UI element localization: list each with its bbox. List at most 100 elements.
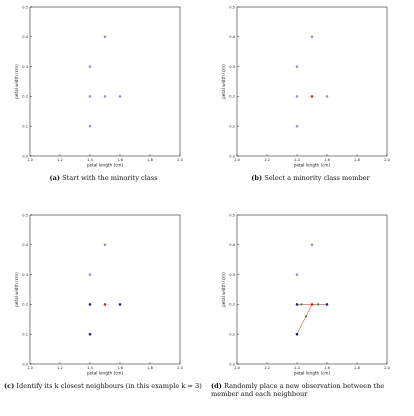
plot-frame: [236, 6, 388, 157]
neighbour-point: [88, 303, 92, 306]
x-tick-label: 1.2: [57, 158, 63, 162]
x-tick-label: 1.8: [147, 366, 153, 370]
y-tick-label: 0.1: [229, 333, 235, 337]
x-tick-label: 2.0: [384, 158, 390, 162]
x-tick-label: 1.8: [354, 158, 360, 162]
minority-point: [118, 95, 122, 98]
y-tick-label: 0.1: [22, 125, 28, 129]
y-tick-label: 0.5: [22, 213, 28, 217]
y-tick-label: 0.0: [22, 362, 28, 366]
y-tick-label: 0.5: [22, 5, 28, 9]
synthetic-point: [316, 303, 320, 306]
x-tick-label: 2.0: [177, 366, 183, 370]
x-tick-label: 1.4: [87, 158, 93, 162]
caption-text: Randomly place a new observation between…: [211, 382, 385, 399]
x-tick-label: 1.6: [117, 158, 123, 162]
x-tick-label: 1.0: [27, 366, 33, 370]
caption-d: (d) Randomly place a new observation bet…: [211, 382, 410, 399]
link-line: [296, 304, 313, 335]
y-tick-label: 0.1: [22, 333, 28, 337]
caption-text: Identify its k closest neighbours (in th…: [16, 382, 202, 390]
minority-point: [295, 124, 299, 128]
y-tick-label: 0.1: [229, 125, 235, 129]
y-axis-label: petal width (cm): [14, 272, 19, 307]
caption-c: (c) Identify its k closest neighbours (i…: [4, 382, 203, 390]
caption-text: Start with the minority class: [62, 174, 158, 182]
panel-d: 1.0 1.2 1.4 1.6 1.8 2.0 0.0 0.1 0.2 0.3 0.4 0.5 peta…: [207, 208, 414, 416]
minority-point: [103, 243, 107, 247]
x-tick-label: 1.2: [264, 366, 270, 370]
minority-point: [88, 273, 92, 276]
x-tick-label: 1.4: [294, 158, 300, 162]
y-axis-label: petal width (cm): [221, 272, 226, 307]
x-tick-label: 1.8: [147, 158, 153, 162]
x-axis-label: petal length (cm): [294, 371, 331, 376]
y-tick-label: 0.0: [229, 362, 235, 366]
caption-label: (a): [49, 174, 60, 182]
y-tick-label: 0.0: [22, 154, 28, 158]
x-tick-label: 1.2: [57, 366, 63, 370]
minority-point: [295, 273, 299, 276]
x-tick-label: 1.0: [234, 158, 240, 162]
y-tick-label: 0.3: [229, 65, 235, 69]
x-tick-label: 2.0: [177, 158, 183, 162]
y-tick-label: 0.3: [22, 65, 28, 69]
plot-frame: [29, 214, 181, 365]
selected-point: [310, 95, 314, 98]
minority-point: [103, 35, 107, 39]
synthetic-point: [304, 315, 308, 318]
minority-point: [295, 95, 299, 98]
caption-a: (a) Start with the minority class: [4, 174, 203, 182]
caption-label: (d): [211, 382, 222, 390]
neighbour-point: [118, 303, 122, 306]
neighbour-point: [295, 303, 299, 306]
caption-b: (b) Select a minority class member: [211, 174, 410, 182]
x-tick-label: 1.2: [264, 158, 270, 162]
neighbour-point: [325, 303, 329, 306]
x-axis-label: petal length (cm): [87, 163, 124, 168]
caption-label: (b): [251, 174, 263, 182]
y-tick-label: 0.2: [229, 303, 235, 307]
minority-point: [310, 35, 314, 39]
panel-c: 1.0 1.2 1.4 1.6 1.8 2.0 0.0 0.1 0.2 0.3 0.4 0.5 peta…: [0, 208, 207, 416]
x-tick-label: 1.0: [27, 158, 33, 162]
minority-point: [295, 65, 299, 68]
y-tick-label: 0.5: [229, 213, 235, 217]
y-tick-label: 0.2: [22, 303, 28, 307]
y-axis-label: petal width (cm): [14, 64, 19, 99]
scatter-plot-c: 1.0 1.2 1.4 1.6 1.8 2.0 0.0 0.1 0.2 0.3 0.4 0.5 peta…: [14, 213, 184, 375]
y-tick-label: 0.4: [22, 35, 28, 39]
x-tick-label: 1.6: [117, 366, 123, 370]
scatter-plot-b: 1.0 1.2 1.4 1.6 1.8 2.0 0.0 0.1 0.2 0.3 0.4 0.5 peta…: [221, 5, 391, 168]
selected-point: [103, 303, 107, 306]
minority-point: [88, 65, 92, 68]
scatter-plot-d: 1.0 1.2 1.4 1.6 1.8 2.0 0.0 0.1 0.2 0.3 0.4 0.5 peta…: [221, 213, 391, 376]
y-tick-label: 0.2: [229, 95, 235, 99]
plot-frame: [29, 6, 181, 157]
selected-point: [310, 303, 314, 306]
y-tick-label: 0.4: [229, 35, 235, 39]
y-tick-label: 0.4: [229, 243, 235, 247]
x-axis-label: petal length (cm): [294, 163, 331, 168]
minority-point: [88, 124, 92, 128]
x-tick-label: 1.8: [354, 366, 360, 370]
y-tick-label: 0.5: [229, 5, 235, 9]
x-tick-label: 2.0: [384, 366, 390, 370]
y-tick-label: 0.2: [22, 95, 28, 99]
minority-point: [88, 95, 92, 98]
scatter-plot-a: 1.0 1.2 1.4 1.6 1.8 2.0 0.0 0.1 0.2 0.3 0.4 0.5 peta…: [14, 5, 184, 168]
x-tick-label: 1.4: [294, 366, 300, 370]
plot-frame: [236, 214, 388, 365]
y-tick-label: 0.3: [22, 273, 28, 277]
minority-point: [103, 95, 107, 98]
y-axis-label: petal width (cm): [221, 64, 226, 99]
panel-a: 1.0 1.2 1.4 1.6 1.8 2.0 0.0 0.1 0.2 0.3 0.4 0.5 peta…: [0, 0, 207, 208]
minority-point: [310, 243, 314, 247]
synthetic-point: [300, 303, 303, 306]
x-tick-label: 1.6: [324, 158, 330, 162]
caption-label: (c): [4, 382, 15, 390]
y-tick-label: 0.3: [229, 273, 235, 277]
y-tick-label: 0.4: [22, 243, 28, 247]
neighbour-point: [88, 332, 92, 336]
x-tick-label: 1.4: [87, 366, 93, 370]
